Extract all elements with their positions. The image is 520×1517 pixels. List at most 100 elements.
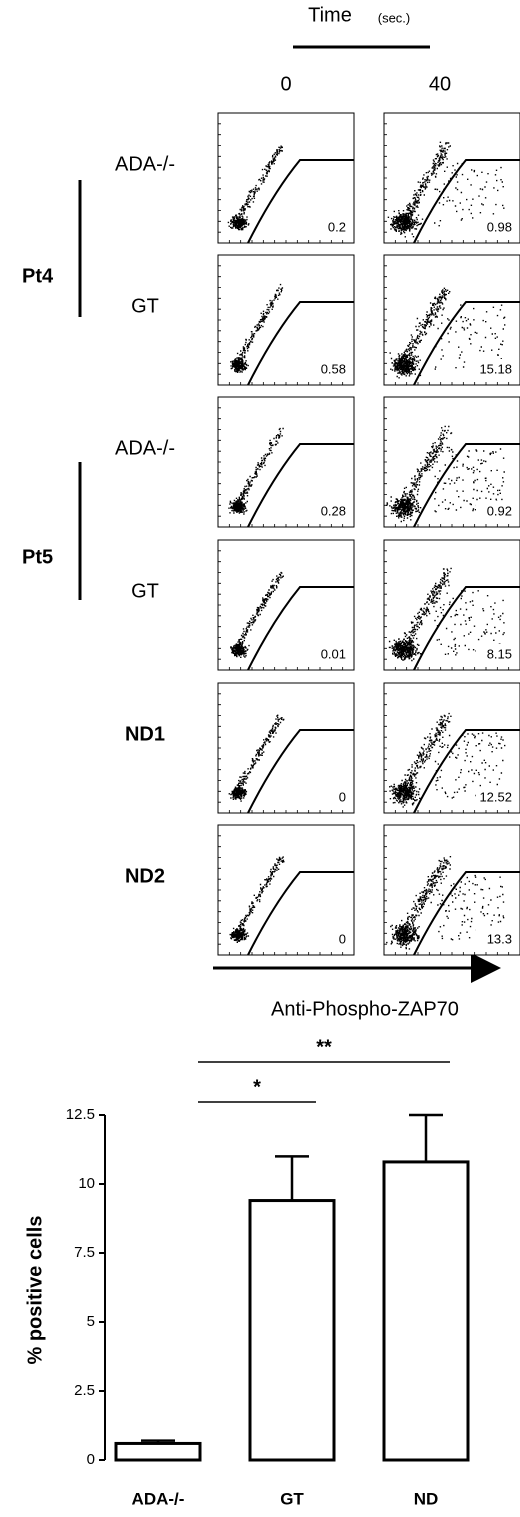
panel-ticks [218,265,344,385]
y-tick-label: 2.5 [74,1382,95,1399]
row-label: GT [131,295,159,317]
gate-percentage: 15.18 [479,361,512,376]
gate [413,729,520,814]
flow-panel: 0.98 [383,112,520,244]
flow-panel: 12.52 [383,682,520,814]
cell-dots [227,145,283,231]
gate [413,443,520,528]
value-box [476,929,518,951]
value-box [476,644,518,666]
panel-ticks [384,550,510,670]
group-label: Pt4 [22,265,54,287]
flow-panel: 0.01 [217,539,355,671]
time-label: Time [308,4,352,26]
cell-dots [230,571,284,658]
cell-dots [389,287,506,379]
flow-panel: 0.28 [217,396,355,528]
gate-percentage: 0 [339,789,346,804]
y-tick-label: 5 [87,1313,95,1330]
y-tick-label: 0 [87,1451,95,1468]
row-label: ND1 [125,723,165,745]
flow-panel: 0.2 [217,112,355,244]
bar [248,1199,336,1462]
gate [247,871,354,956]
gate [413,871,520,956]
gate-percentage: 0 [339,931,346,946]
gate [247,729,354,814]
cell-dots [228,714,285,802]
panel-ticks [384,407,510,527]
significance-label: ** [316,1036,332,1058]
flow-panel: 0.58 [217,254,355,386]
flow-panel: 0.92 [383,396,520,528]
value-box [310,929,352,951]
panel-ticks [218,550,344,670]
group-label: Pt5 [22,546,53,568]
row-label: ND2 [125,865,165,887]
gate-percentage: 0.28 [321,503,346,518]
value-box [310,501,352,523]
gate-percentage: 0.2 [328,219,346,234]
value-box [310,644,352,666]
cell-dots [228,427,284,515]
panel-ticks [218,835,344,955]
x-axis-label: Anti-Phospho-ZAP70 [271,998,459,1020]
gate-percentage: 13.3 [487,931,512,946]
x-tick-label: ND [414,1489,439,1508]
panel-ticks [218,407,344,527]
cell-dots [230,283,284,373]
flow-panels: ADA-/- 0.2 0.98 GT 0.58 15.18 ADA-/- 0.28 0.92 GT… [115,112,520,956]
gate-percentage: 0.98 [487,219,512,234]
gate [247,443,354,528]
y-tick-label: 12.5 [66,1106,95,1123]
x-tick-label: GT [280,1489,304,1508]
time-unit: (sec.) [378,10,411,25]
cell-dots [386,425,505,523]
y-tick-label: 7.5 [74,1244,95,1261]
gate-percentage: 0.92 [487,503,512,518]
gate [413,159,520,244]
panel-ticks [218,693,344,813]
cell-dots [229,856,285,943]
panel-ticks [384,693,510,813]
error-bar [275,1155,309,1201]
bar [114,1441,202,1462]
value-box [476,787,518,809]
cell-dots [388,567,506,662]
error-bar [409,1113,443,1162]
panel-ticks [384,265,510,385]
cell-dots [389,712,506,808]
y-tick-label: 10 [78,1175,95,1192]
gate-percentage: 12.52 [479,789,512,804]
value-box [476,501,518,523]
gate [247,159,354,244]
flow-panel: 0 [217,682,355,814]
value-box [310,359,352,381]
gate [413,301,520,386]
flow-panel: 0 [217,824,355,956]
timepoint-label: 40 [429,73,451,95]
significance-label: * [253,1076,261,1098]
panel-ticks [384,123,510,243]
x-tick-label: ADA-/- [132,1489,185,1508]
gate [413,586,520,671]
gate [247,301,354,386]
row-label: GT [131,580,159,602]
flow-panel: 13.3 [383,824,520,956]
cell-dots [386,856,505,950]
flow-panel: 15.18 [383,254,520,386]
value-box [310,787,352,809]
gate-percentage: 8.15 [487,646,512,661]
row-label: ADA-/- [115,153,175,175]
timepoint-label: 0 [280,73,291,95]
y-axis-label: % positive cells [24,1216,46,1365]
bar [382,1160,470,1462]
gate-percentage: 0.58 [321,361,346,376]
gate-percentage: 0.01 [321,646,346,661]
flow-panel: 8.15 [383,539,520,671]
panel-ticks [384,835,510,955]
gate [247,586,354,671]
value-box [476,217,518,239]
